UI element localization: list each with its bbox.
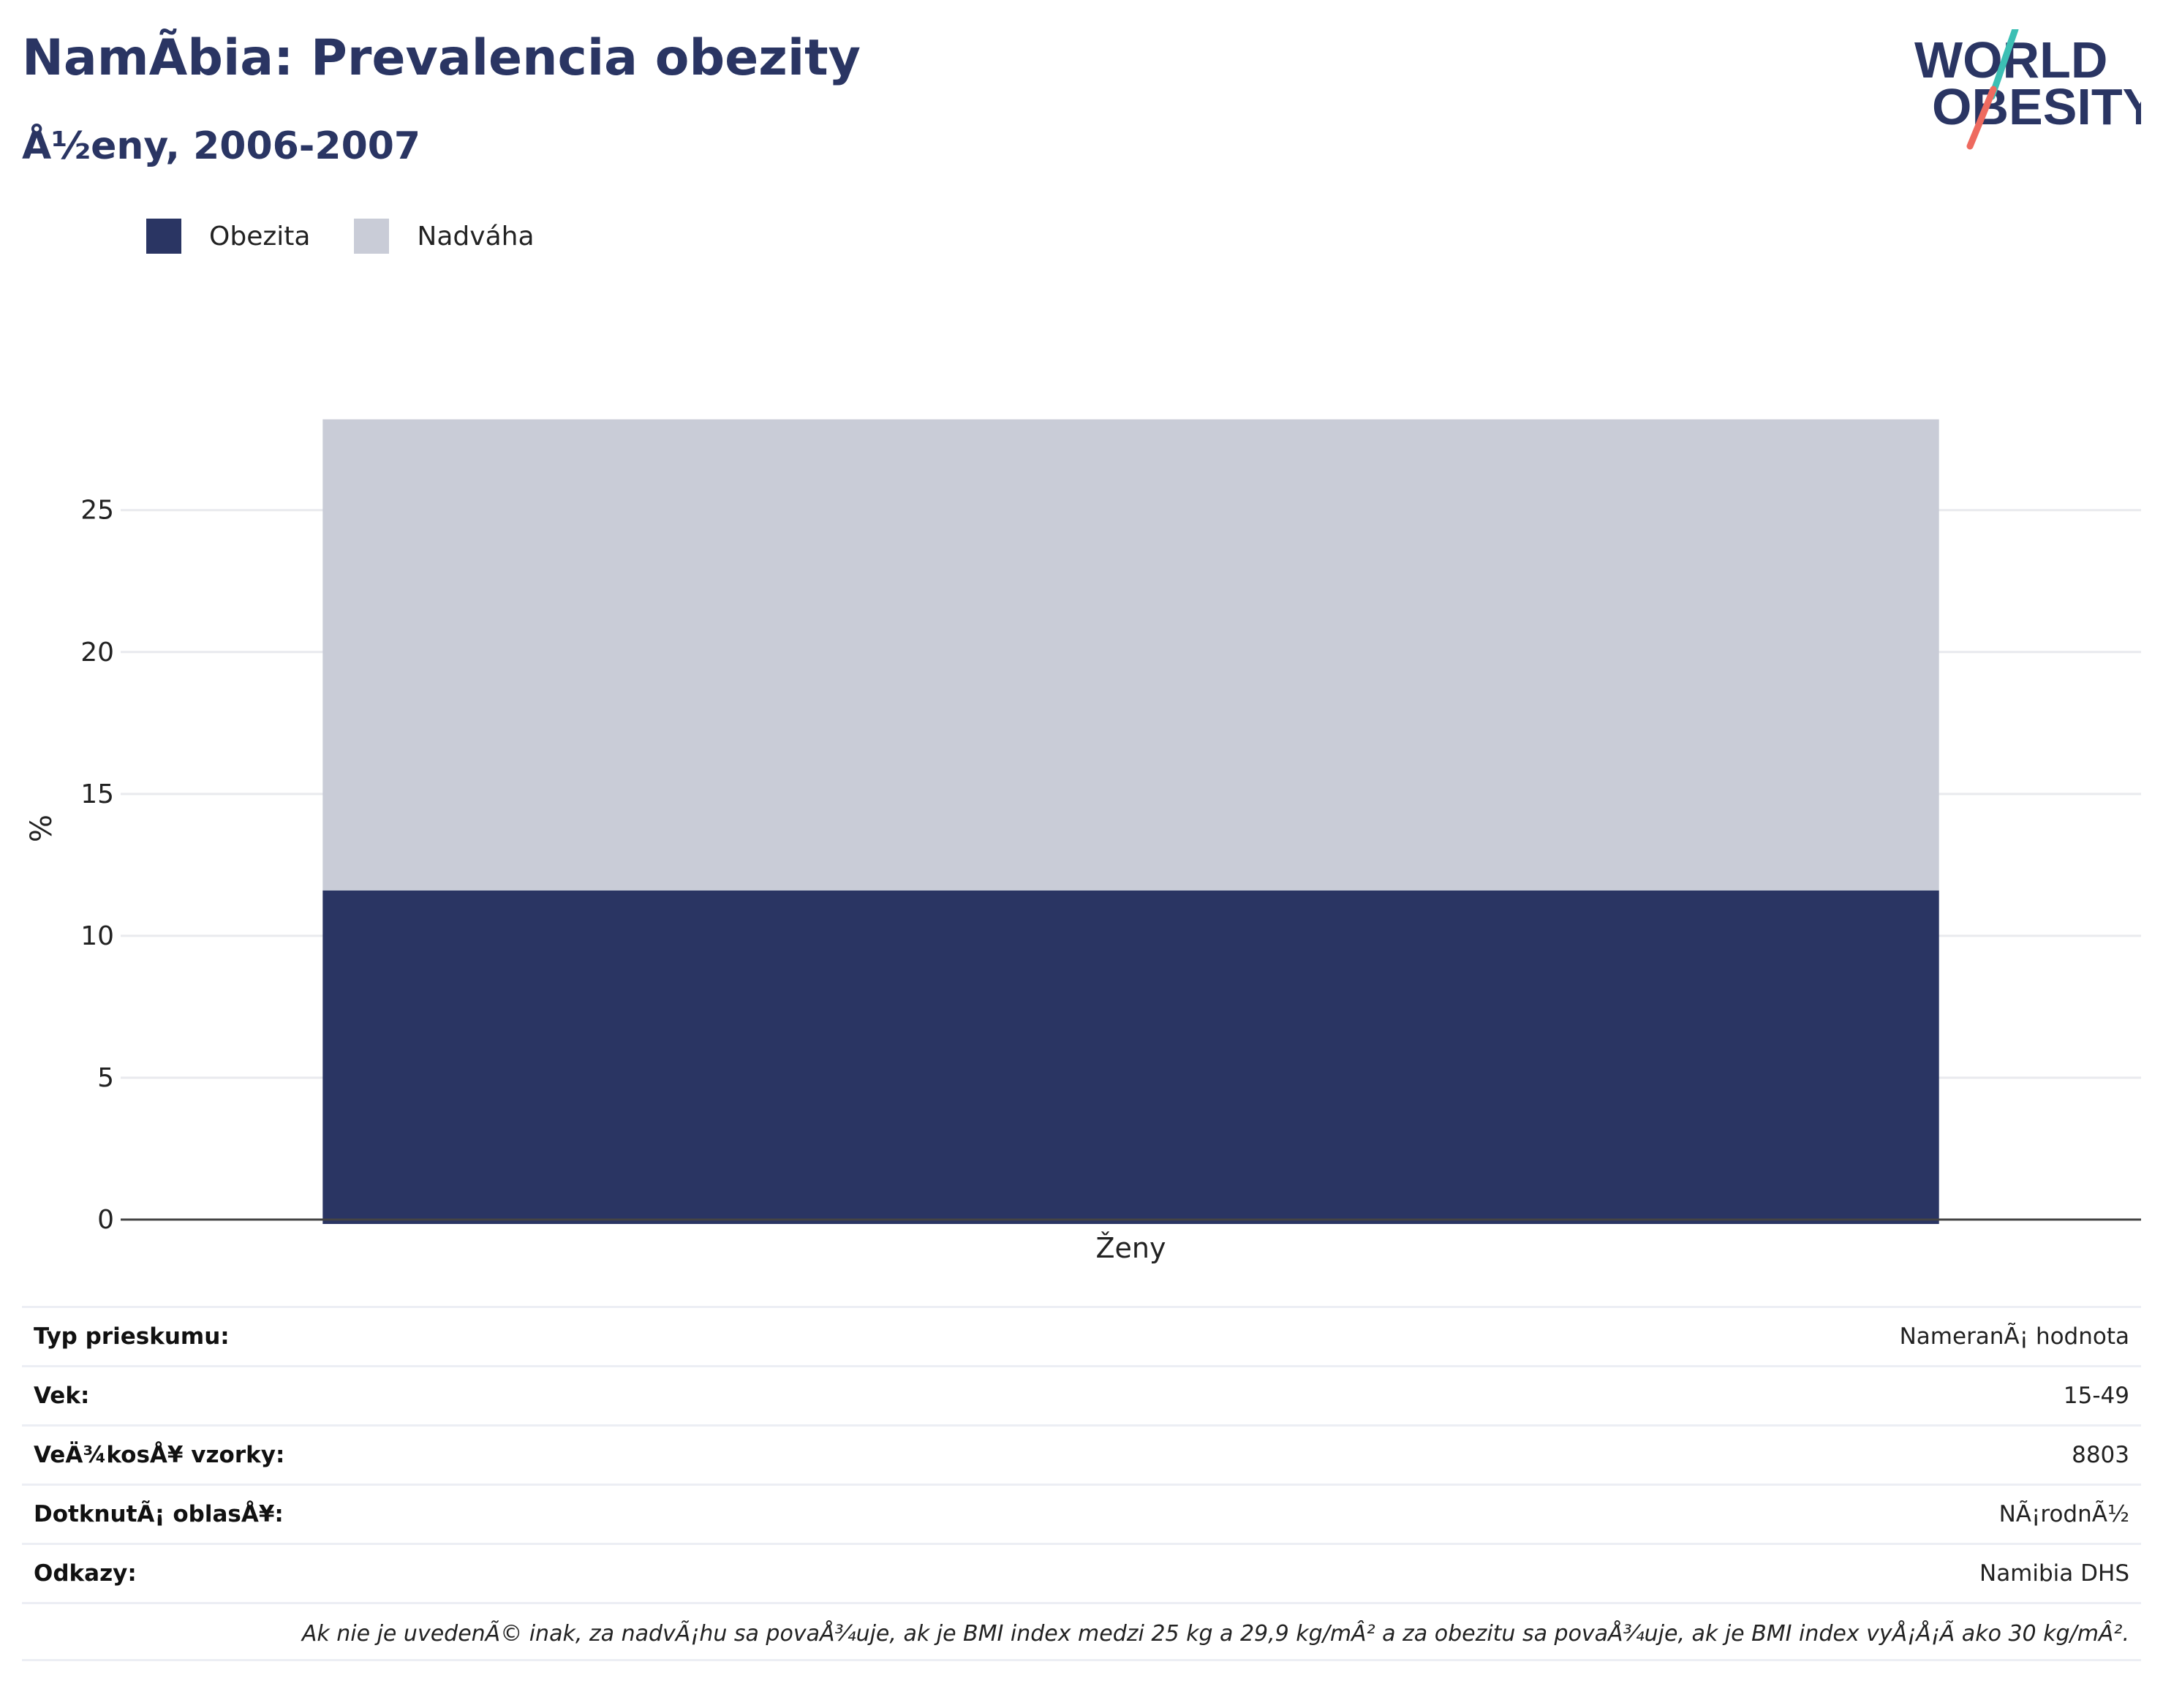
y-tick-label: 5 [97,1063,114,1093]
info-value: NameranÃ¡ hodnota [1899,1323,2129,1350]
legend-item-overweight: Nadváha [354,219,535,254]
info-value: 8803 [2072,1442,2129,1468]
legend-swatch-obesity [146,219,181,254]
info-row-area: DotknutÃ¡ oblasÅ¥: NÃ¡rodnÃ½ [22,1484,2141,1543]
info-key: Vek: [34,1383,90,1409]
info-key: DotknutÃ¡ oblasÅ¥: [34,1501,284,1527]
y-tick-label: 20 [80,638,114,668]
logo-word-obesity: OBESITY [1932,78,2141,135]
bar-obesity [322,890,1939,1224]
y-tick-label: 25 [80,496,114,526]
survey-info-table: Typ prieskumu: NameranÃ¡ hodnota Vek: 15… [22,1306,2141,1661]
y-tick-label: 15 [80,779,114,809]
info-row-sample-size: VeÄ¾kosÅ¥ vzorky: 8803 [22,1424,2141,1484]
info-key: VeÄ¾kosÅ¥ vzorky: [34,1442,285,1468]
legend-swatch-overweight [354,219,390,254]
info-row-age: Vek: 15-49 [22,1365,2141,1424]
y-axis-label: % [25,815,58,842]
chart-title: NamÃbia: Prevalencia obezity [22,29,861,87]
legend-label-overweight: Nadváha [417,221,535,252]
info-row-references: Odkazy: Namibia DHS [22,1543,2141,1602]
logo-slash-coral [1966,86,1997,150]
logo-slash-teal [1988,29,2019,100]
chart-subtitle: Å½eny, 2006-2007 [22,124,421,168]
world-obesity-logo: WORLD OBESITY [1914,29,2141,150]
legend-item-obesity: Obezita [146,219,310,254]
bar-overweight [322,419,1939,891]
info-value: NÃ¡rodnÃ½ [1998,1501,2129,1527]
y-tick-label: 10 [80,921,114,951]
info-row-survey-type: Typ prieskumu: NameranÃ¡ hodnota [22,1306,2141,1365]
bar-chart: 0 5 10 15 20 25 Ženy% [25,419,2141,1264]
info-value: Namibia DHS [1979,1560,2129,1587]
y-tick-label: 0 [97,1205,114,1235]
info-key: Odkazy: [34,1560,137,1587]
chart-legend: Obezita Nadváha [146,218,578,254]
x-category-label: Ženy [1096,1232,1166,1264]
info-key: Typ prieskumu: [34,1323,230,1350]
info-value: 15-49 [2063,1383,2129,1409]
bmi-footnote: Ak nie je uvedenÃ© inak, za nadvÃ¡hu sa … [22,1602,2141,1661]
legend-label-obesity: Obezita [209,221,311,252]
